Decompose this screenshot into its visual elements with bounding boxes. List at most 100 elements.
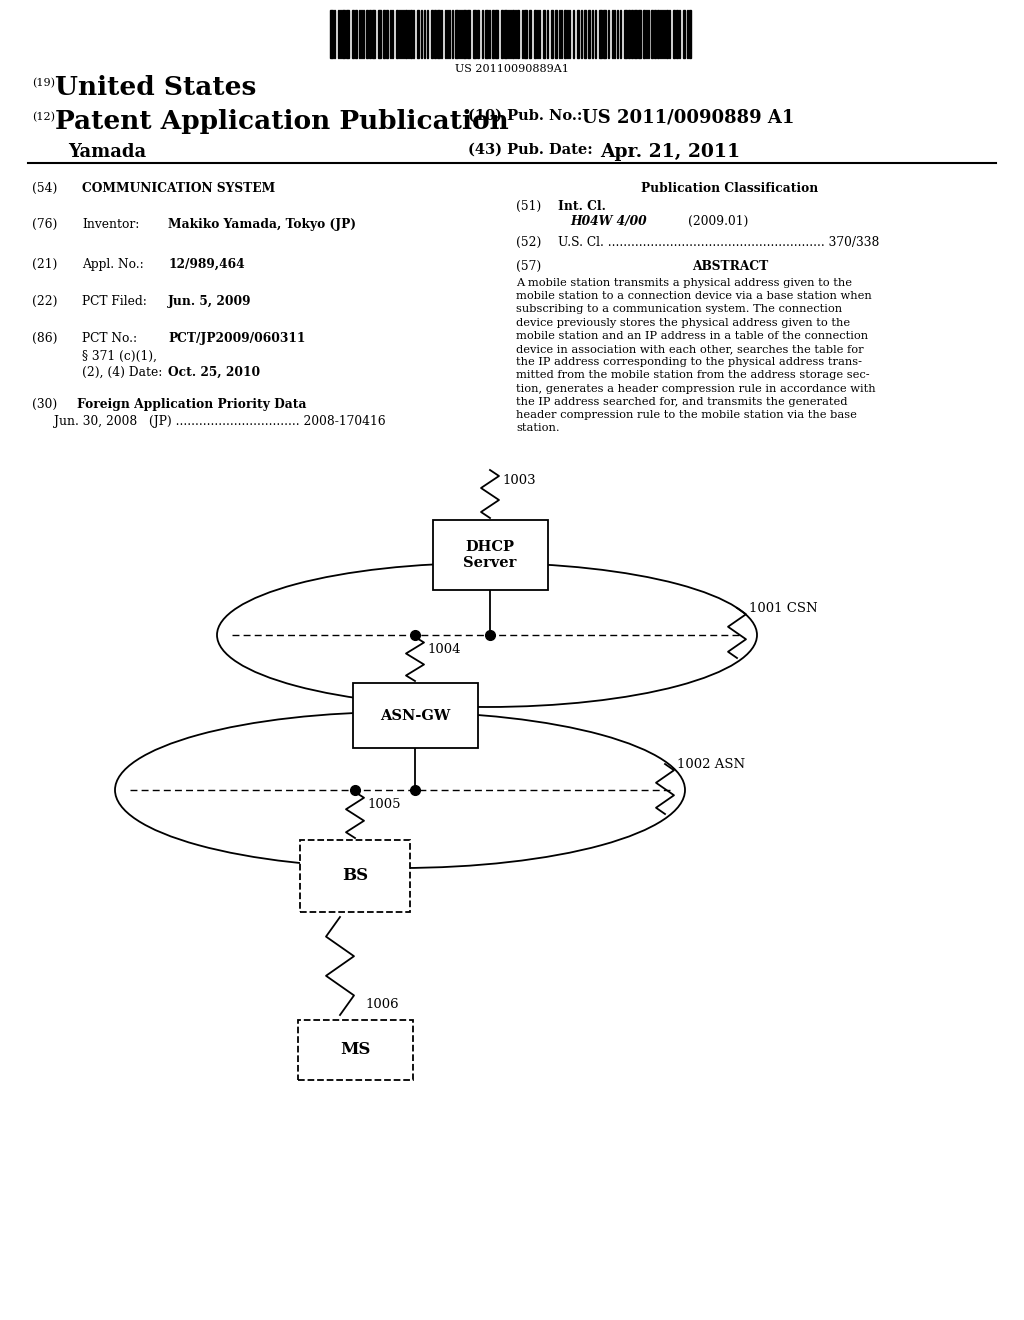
Text: PCT Filed:: PCT Filed: (82, 294, 146, 308)
Bar (352, 11, 354, 58)
Bar (584, 11, 586, 58)
Text: header compression rule to the mobile station via the base: header compression rule to the mobile st… (516, 411, 857, 420)
Text: (2), (4) Date:: (2), (4) Date: (82, 366, 163, 379)
Text: Publication Classification: Publication Classification (641, 182, 818, 195)
Text: device in association with each other, searches the table for: device in association with each other, s… (516, 345, 863, 354)
Bar (431, 11, 433, 58)
Bar (495, 11, 498, 58)
Text: (10) Pub. No.:: (10) Pub. No.: (468, 110, 583, 123)
Bar (298, 1020, 413, 1080)
Text: 1003: 1003 (502, 474, 536, 487)
Bar (689, 11, 691, 58)
Text: ABSTRACT: ABSTRACT (692, 260, 768, 273)
Text: MS: MS (340, 1041, 371, 1059)
Bar (417, 11, 419, 58)
Bar (463, 11, 466, 58)
Bar (628, 11, 630, 58)
Text: BS: BS (342, 867, 368, 884)
Bar (330, 11, 333, 58)
Text: Int. Cl.: Int. Cl. (558, 201, 606, 213)
Text: Makiko Yamada, Tokyo (JP): Makiko Yamada, Tokyo (JP) (168, 218, 356, 231)
Bar (631, 11, 633, 58)
Text: (21): (21) (32, 257, 57, 271)
Bar (654, 11, 656, 58)
Text: Yamada: Yamada (68, 143, 146, 161)
Text: Jun. 30, 2008   (JP) ................................ 2008-170416: Jun. 30, 2008 (JP) .....................… (54, 414, 386, 428)
Bar (477, 11, 479, 58)
Text: Inventor:: Inventor: (82, 218, 139, 231)
Bar (638, 11, 641, 58)
Text: (57): (57) (516, 260, 542, 273)
Bar (517, 11, 519, 58)
Bar (366, 11, 368, 58)
Text: mobile station and an IP address in a table of the connection: mobile station and an IP address in a ta… (516, 331, 868, 341)
Bar (342, 11, 345, 58)
Bar (383, 11, 385, 58)
Text: (76): (76) (32, 218, 57, 231)
Bar (437, 11, 440, 58)
Text: device previously stores the physical address given to the: device previously stores the physical ad… (516, 318, 850, 327)
Bar (504, 11, 507, 58)
Bar (551, 11, 553, 58)
Bar (396, 11, 398, 58)
Bar (683, 11, 685, 58)
Text: ASN-GW: ASN-GW (380, 709, 451, 722)
Bar (599, 11, 602, 58)
Bar (372, 11, 375, 58)
Text: Apr. 21, 2011: Apr. 21, 2011 (600, 143, 740, 161)
Bar (643, 11, 645, 58)
Bar (524, 11, 527, 58)
Text: 12/989,464: 12/989,464 (168, 257, 245, 271)
Bar (434, 11, 436, 58)
Bar (485, 11, 488, 58)
Text: Oct. 25, 2010: Oct. 25, 2010 (168, 366, 260, 379)
Bar (501, 11, 503, 58)
Text: (2009.01): (2009.01) (688, 215, 749, 228)
Text: Foreign Application Priority Data: Foreign Application Priority Data (77, 399, 306, 411)
Text: subscribing to a communication system. The connection: subscribing to a communication system. T… (516, 305, 842, 314)
Text: DHCP
Server: DHCP Server (463, 540, 517, 570)
Bar (666, 11, 668, 58)
Bar (543, 11, 545, 58)
Text: (51): (51) (516, 201, 542, 213)
Text: H04W 4/00: H04W 4/00 (570, 215, 646, 228)
Bar (529, 11, 531, 58)
Bar (369, 11, 371, 58)
Bar (676, 11, 678, 58)
Bar (651, 11, 653, 58)
Text: the IP address searched for, and transmits the generated: the IP address searched for, and transmi… (516, 397, 848, 407)
Bar (386, 11, 388, 58)
Text: A mobile station transmits a physical address given to the: A mobile station transmits a physical ad… (516, 279, 852, 288)
Text: (19): (19) (32, 78, 55, 88)
Text: PCT No.:: PCT No.: (82, 333, 137, 345)
Bar (555, 11, 557, 58)
Bar (467, 11, 470, 58)
Text: mitted from the mobile station from the address storage sec-: mitted from the mobile station from the … (516, 371, 869, 380)
Text: station.: station. (516, 424, 560, 433)
Text: mobile station to a connection device via a base station when: mobile station to a connection device vi… (516, 292, 871, 301)
Bar (657, 11, 659, 58)
Text: (22): (22) (32, 294, 57, 308)
Text: tion, generates a header compression rule in accordance with: tion, generates a header compression rul… (516, 384, 876, 393)
Text: U.S. Cl. ........................................................ 370/338: U.S. Cl. ...............................… (558, 236, 880, 249)
Text: (30): (30) (32, 399, 57, 411)
Bar (346, 11, 349, 58)
Text: § 371 (c)(1),: § 371 (c)(1), (82, 350, 157, 363)
Bar (564, 11, 566, 58)
Bar (406, 11, 407, 58)
Bar (300, 840, 410, 912)
Text: (86): (86) (32, 333, 57, 345)
Text: (54): (54) (32, 182, 57, 195)
Text: 1004: 1004 (427, 643, 461, 656)
Text: 1001 CSN: 1001 CSN (749, 602, 817, 615)
Bar (352, 682, 477, 748)
Text: (52): (52) (516, 236, 542, 249)
Text: (12): (12) (32, 112, 55, 123)
Bar (673, 11, 675, 58)
Text: 1006: 1006 (365, 998, 398, 1011)
Text: the IP address corresponding to the physical address trans-: the IP address corresponding to the phys… (516, 358, 862, 367)
Bar (624, 11, 627, 58)
Bar (355, 11, 357, 58)
Bar (577, 11, 579, 58)
Text: COMMUNICATION SYSTEM: COMMUNICATION SYSTEM (82, 182, 275, 195)
